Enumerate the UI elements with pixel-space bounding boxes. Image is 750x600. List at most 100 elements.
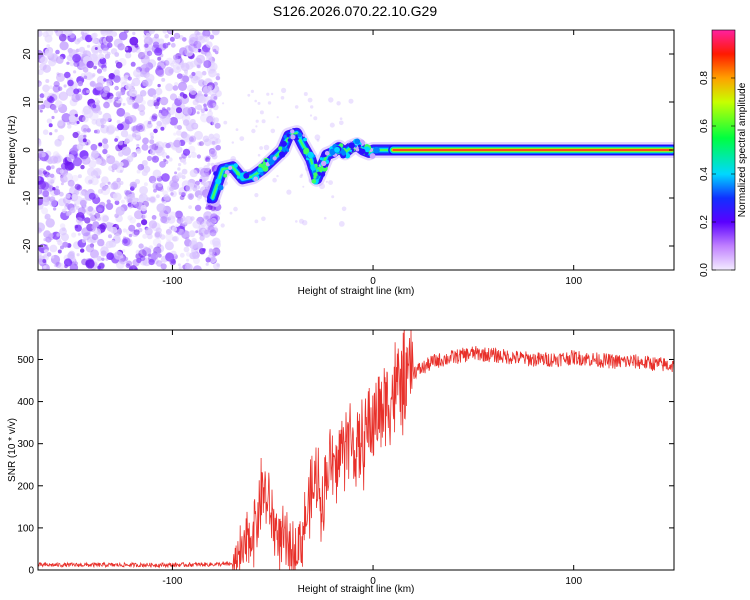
noise-speckle [46,118,52,124]
noise-speckle [115,91,122,98]
noise-speckle [167,30,173,33]
trace-speckle [285,148,289,151]
noise-speckle [165,232,174,242]
noise-speckle [159,96,169,106]
noise-speckle [163,60,170,66]
noise-speckle [101,176,109,184]
noise-speckle [52,84,61,93]
noise-speckle [180,192,186,197]
noise-speckle [331,195,335,199]
noise-speckle [233,206,238,212]
noise-speckle [105,125,115,135]
noise-speckle [92,256,100,264]
noise-speckle [46,252,52,257]
noise-speckle [141,219,148,226]
noise-speckle [134,231,139,236]
noise-speckle [65,211,71,217]
noise-speckle [179,156,182,160]
trace-speckle [320,172,326,177]
noise-speckle [202,135,210,143]
trace-speckle [262,161,267,166]
noise-speckle [164,34,169,39]
noise-speckle [85,72,94,81]
snr-ytick-label: 200 [17,481,34,492]
noise-speckle [129,217,136,224]
noise-speckle [136,222,142,228]
noise-speckle [44,48,53,57]
noise-speckle [170,190,177,198]
noise-speckle [61,208,67,214]
noise-speckle [181,230,191,240]
noise-speckle [154,144,163,154]
snr-xtick-label: 0 [370,576,376,587]
trace-speckle [316,169,319,172]
noise-speckle [38,180,47,190]
noise-speckle [136,169,141,174]
noise-speckle [58,33,67,42]
noise-speckle [82,67,89,73]
noise-speckle [107,92,114,100]
noise-speckle [235,128,239,132]
noise-speckle [98,142,103,147]
noise-speckle [158,186,164,192]
noise-speckle [202,30,211,38]
noise-speckle [81,205,89,212]
trace-speckle [290,134,296,140]
noise-speckle [168,68,174,74]
noise-speckle [135,253,142,260]
noise-speckle [295,220,298,223]
noise-speckle [38,69,44,76]
noise-speckle [115,61,123,69]
noise-speckle [141,160,148,166]
noise-speckle [128,233,133,238]
noise-speckle [94,97,99,103]
noise-speckle [135,249,140,255]
noise-speckle [201,70,207,76]
noise-speckle [143,120,152,129]
noise-speckle [179,47,188,56]
noise-speckle [202,248,206,252]
noise-speckle [148,220,158,229]
noise-speckle [169,116,178,126]
noise-speckle [95,129,101,134]
noise-speckle [102,138,108,145]
colorbar-ticks: 0.0 0.2 0.4 0.6 0.8 [699,71,735,277]
noise-speckle [114,96,119,102]
noise-speckle [84,217,91,224]
noise-speckle [151,215,157,220]
noise-speckle [147,120,152,125]
noise-speckle [100,185,111,196]
noise-speckle [126,260,133,267]
noise-speckle [88,179,93,184]
noise-speckle [87,206,94,212]
noise-speckle [64,71,71,79]
trace-speckle [215,178,222,185]
noise-speckle [42,84,50,93]
noise-speckle [53,109,59,114]
noise-speckle [194,184,198,188]
noise-speckle [38,82,42,87]
noise-speckle [50,179,55,184]
noise-speckle [103,86,110,94]
noise-speckle [203,60,212,69]
noise-speckle [106,199,111,204]
noise-speckle [43,91,51,99]
noise-speckle [157,56,162,61]
spectrogram-xlabel: Height of straight line (km) [298,286,415,297]
noise-speckle [276,174,279,178]
noise-speckle [124,140,128,145]
noise-speckle [174,171,178,175]
noise-speckle [208,68,217,78]
noise-speckle [209,256,217,264]
noise-speckle [65,203,70,207]
noise-speckle [208,248,216,256]
noise-speckle [310,105,314,109]
noise-speckle [106,51,111,56]
noise-speckle [153,128,158,134]
trace-speckle [259,172,263,175]
noise-speckle [198,229,206,237]
noise-speckle [106,124,116,134]
noise-speckle [181,168,188,175]
trace-speckle [279,151,286,158]
noise-speckle [270,92,274,96]
